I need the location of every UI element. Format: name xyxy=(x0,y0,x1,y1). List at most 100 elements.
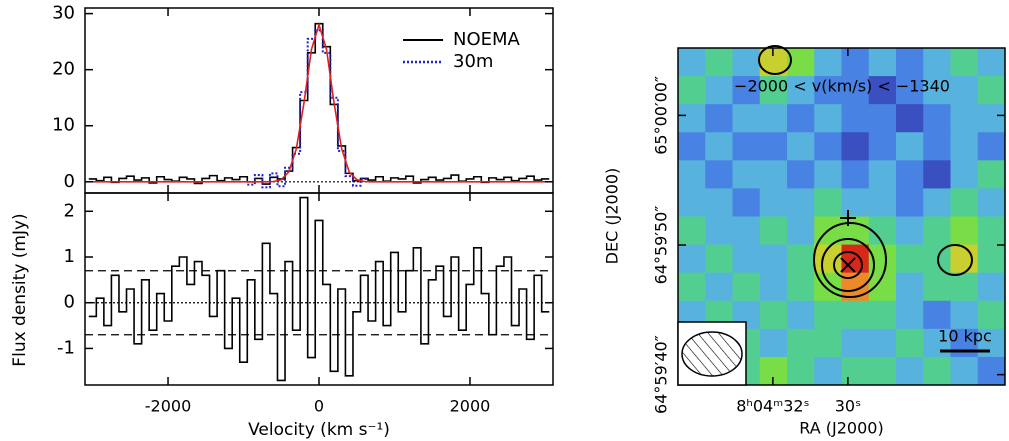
heatmap-cell xyxy=(732,216,761,246)
heatmap-cell xyxy=(923,188,951,217)
heatmap-cell xyxy=(950,76,979,105)
heatmap-cell xyxy=(896,160,924,189)
heatmap-cell xyxy=(732,160,761,189)
heatmap-cell xyxy=(896,356,924,386)
heatmap-cell xyxy=(678,188,706,217)
heatmap-cell xyxy=(678,104,706,133)
heatmap-cell xyxy=(732,76,761,105)
heatmap-cell xyxy=(923,272,951,302)
heatmap-cell xyxy=(787,328,815,358)
heatmap-cell xyxy=(759,160,788,189)
heatmap-cell xyxy=(977,216,1006,246)
heatmap-cell xyxy=(950,272,979,302)
heatmap-cell xyxy=(923,48,951,77)
heatmap-cell xyxy=(896,244,924,274)
heatmap-cell xyxy=(923,160,951,189)
heatmap-cell xyxy=(950,328,979,358)
y-tick-label: 65°00′00″ xyxy=(652,76,671,155)
heatmap-cell xyxy=(868,76,897,105)
x-tick-label: 30ˢ xyxy=(835,397,861,416)
heatmap-cell xyxy=(923,356,951,386)
scale-bar-label: 10 kpc xyxy=(938,327,992,346)
heatmap-cell xyxy=(977,76,1006,105)
heatmap-cell xyxy=(814,160,842,189)
contour xyxy=(813,222,887,298)
heatmap-cell xyxy=(868,104,897,133)
heatmap-cell xyxy=(814,356,842,386)
y-tick-label: 0 xyxy=(64,292,75,313)
heatmap-cell xyxy=(759,104,788,133)
heatmap-cell xyxy=(896,188,924,217)
heatmap-cell xyxy=(705,160,733,189)
y-tick-label: 64°59′40″ xyxy=(652,335,671,414)
heatmap-cell xyxy=(678,216,706,246)
map-layer: 8ʰ04ᵐ32ˢ 30ˢ 64°59′40″ 64°59′50″ 65°00′00″ RA… xyxy=(603,47,1006,438)
y-tick-label: 30 xyxy=(52,3,75,24)
heatmap-cell xyxy=(678,272,706,302)
heatmap-cell xyxy=(841,328,870,358)
heatmap-cell xyxy=(841,188,870,217)
x-tick-label: 0 xyxy=(314,397,324,416)
heatmap-cell xyxy=(705,188,733,217)
heatmap-cell xyxy=(977,132,1006,161)
heatmap-cell xyxy=(950,300,979,330)
heatmap-cell xyxy=(896,300,924,330)
heatmap-cell xyxy=(950,216,979,246)
heatmap-cell xyxy=(868,356,897,386)
heatmap-cell xyxy=(759,272,788,302)
heatmap-cell xyxy=(678,132,706,161)
heatmap-cell xyxy=(759,76,788,105)
x-axis-label: RA (J2000) xyxy=(799,419,883,438)
heatmap-cell xyxy=(814,48,842,77)
heatmap-cell xyxy=(732,272,761,302)
heatmap-cell xyxy=(841,160,870,189)
y-tick-label: 10 xyxy=(52,115,75,136)
heatmap-cell xyxy=(787,356,815,386)
heatmap-cell xyxy=(896,76,924,105)
heatmap-cell xyxy=(678,76,706,105)
heatmap-cell xyxy=(896,132,924,161)
heatmap-cell xyxy=(759,244,788,274)
y-tick-label: 64°59′50″ xyxy=(652,206,671,285)
y-tick-label: 20 xyxy=(52,59,75,80)
heatmap-cell xyxy=(977,104,1006,133)
heatmap-cell xyxy=(787,76,815,105)
series-line xyxy=(247,29,369,189)
heatmap-cell xyxy=(678,244,706,274)
heatmap-cell xyxy=(814,104,842,133)
heatmap-cell xyxy=(923,76,951,105)
heatmap-cell xyxy=(841,300,870,330)
heatmap-cell xyxy=(732,132,761,161)
y-tick-label: 0 xyxy=(64,171,75,192)
heatmap-cell xyxy=(814,328,842,358)
heatmap-cell xyxy=(896,272,924,302)
heatmap-cell xyxy=(977,272,1006,302)
heatmap-cell xyxy=(705,104,733,133)
beam xyxy=(681,331,743,377)
series-line xyxy=(92,22,546,183)
heatmap-cell xyxy=(896,48,924,77)
y-tick-label: -1 xyxy=(57,337,75,358)
heatmap-cell xyxy=(705,244,733,274)
heatmap-cell xyxy=(977,356,1006,386)
heatmap-cell xyxy=(787,104,815,133)
heatmap-cell xyxy=(977,244,1006,274)
heatmap-cell xyxy=(814,300,842,330)
legend-label: 30m xyxy=(453,51,493,72)
heatmap-cell xyxy=(923,104,951,133)
y-axis-label: Flux density (mJy) xyxy=(10,213,30,366)
heatmap-cell xyxy=(705,76,733,105)
x-tick-label: 2000 xyxy=(450,397,491,416)
heatmap-cell xyxy=(896,328,924,358)
contour xyxy=(937,244,973,276)
heatmap-cell xyxy=(787,132,815,161)
heatmap-cell xyxy=(732,104,761,133)
heatmap-cell xyxy=(705,216,733,246)
heatmap-cell xyxy=(841,104,870,133)
heatmap-cell xyxy=(977,48,1006,77)
heatmap-cell xyxy=(705,48,733,77)
plot-frame xyxy=(84,192,554,386)
